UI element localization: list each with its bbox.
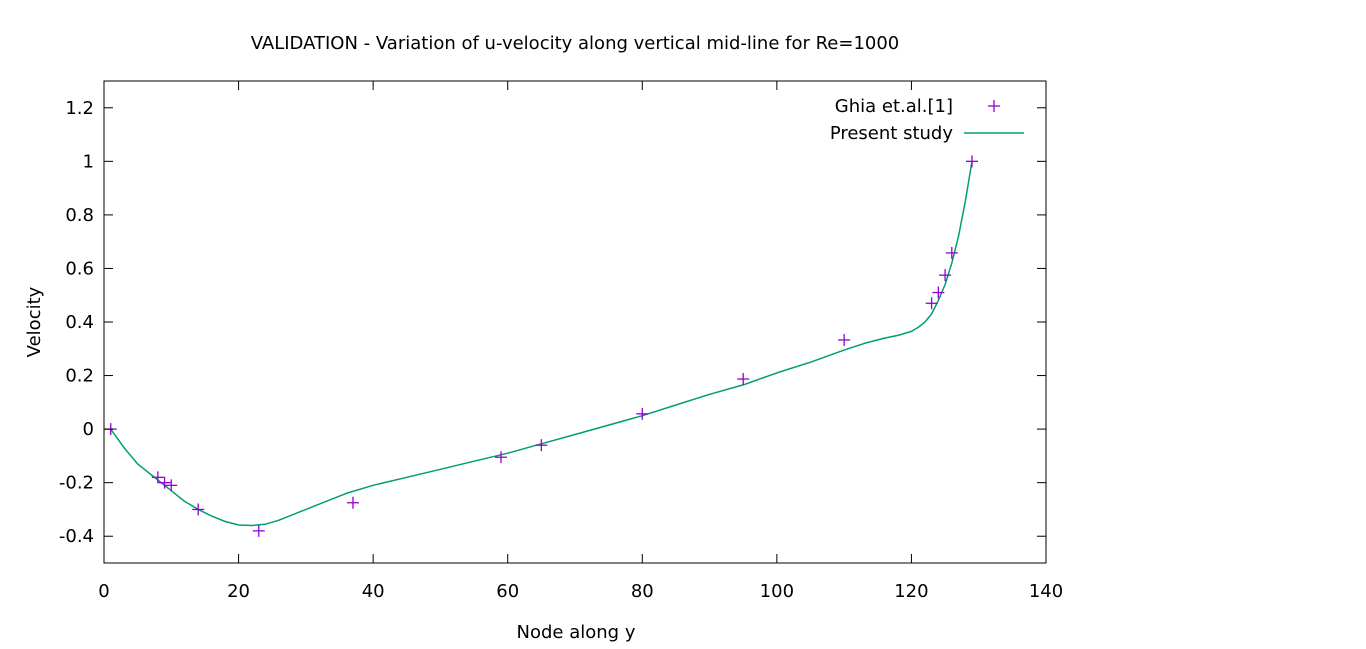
legend-label: Present study <box>830 123 954 144</box>
x-tick-label: 80 <box>631 581 654 602</box>
data-point-ghia <box>965 155 978 168</box>
y-axis: -0.4 -0.2 0 0.2 0.4 0.6 0.8 1 1.2 <box>59 98 1046 547</box>
data-point-ghia <box>737 373 750 386</box>
series-line-present-study <box>110 161 973 527</box>
y-tick-label: -0.2 <box>59 473 94 494</box>
data-point-ghia <box>932 286 945 299</box>
x-tick-label: 100 <box>760 581 794 602</box>
x-axis: 0 20 40 60 80 100 120 140 <box>98 81 1063 602</box>
data-point-ghia <box>838 333 851 346</box>
data-point-ghia <box>165 479 178 492</box>
plot-area <box>104 155 978 537</box>
x-tick-label: 140 <box>1029 581 1063 602</box>
legend: Ghia et.al.[1] Present study <box>830 96 1024 144</box>
y-tick-label: 0.4 <box>65 312 94 333</box>
y-axis-label: Velocity <box>24 286 45 357</box>
data-point-ghia <box>192 503 205 516</box>
data-point-ghia <box>151 471 164 484</box>
legend-marker-points <box>988 100 1000 112</box>
data-point-ghia <box>494 451 507 464</box>
y-tick-label: 0.6 <box>65 258 94 279</box>
chart-title: VALIDATION - Variation of u-velocity alo… <box>251 33 900 54</box>
x-tick-label: 60 <box>496 581 519 602</box>
data-point-ghia <box>636 407 649 420</box>
x-tick-label: 120 <box>894 581 928 602</box>
data-point-ghia <box>158 476 171 489</box>
data-point-ghia <box>535 439 548 452</box>
y-tick-label: 0.2 <box>65 366 94 387</box>
data-point-ghia <box>925 297 938 310</box>
x-tick-label: 40 <box>362 581 385 602</box>
data-point-ghia <box>252 524 265 537</box>
data-point-ghia <box>945 246 958 259</box>
y-tick-label: 0 <box>83 419 94 440</box>
plot-frame <box>103 80 1047 564</box>
x-axis-label: Node along y <box>517 622 636 643</box>
data-point-ghia <box>939 269 952 282</box>
legend-label: Ghia et.al.[1] <box>835 96 953 117</box>
y-tick-label: 1.2 <box>65 98 94 119</box>
x-tick-label: 20 <box>227 581 250 602</box>
y-tick-label: 0.8 <box>65 205 94 226</box>
data-point-ghia <box>346 496 359 509</box>
y-tick-label: -0.4 <box>59 526 94 547</box>
x-tick-label: 0 <box>98 581 109 602</box>
y-tick-label: 1 <box>83 151 94 172</box>
